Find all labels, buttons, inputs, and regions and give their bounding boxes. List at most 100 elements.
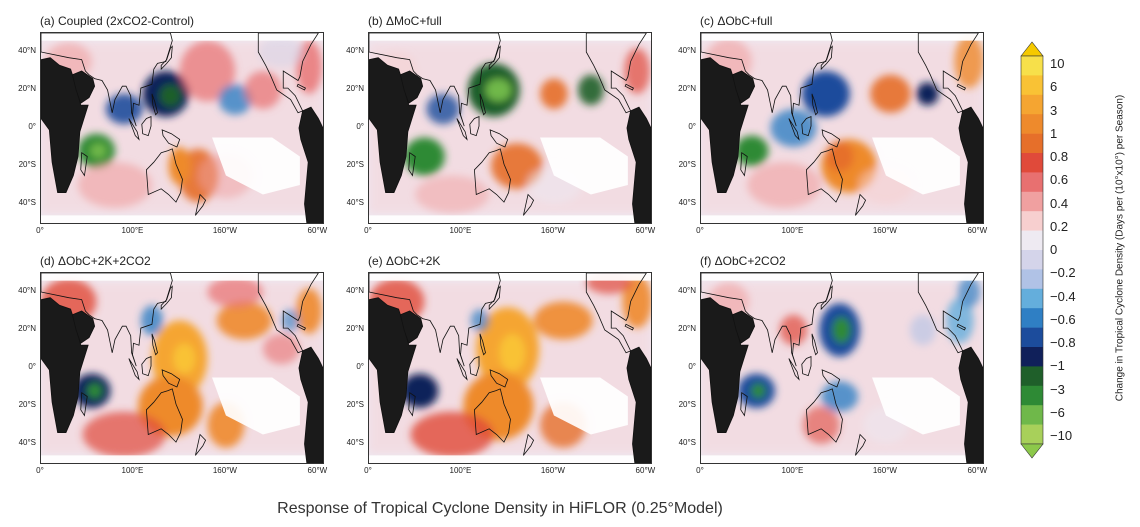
anomaly-blobs: [708, 276, 981, 444]
land-nz: [195, 193, 207, 216]
land-japan: [488, 45, 501, 71]
lat-tick-label: 20°N: [18, 324, 36, 333]
land-nz: [523, 433, 535, 456]
anomaly-blob: [624, 48, 651, 94]
lon-tick-label: 100°E: [781, 466, 804, 475]
anomaly-blob: [262, 333, 300, 365]
colorbar-swatch: [1021, 288, 1043, 309]
lat-tick-label: 40°N: [678, 46, 696, 55]
no-data-region: [701, 215, 983, 223]
lat-tick-label: 0°: [688, 362, 696, 371]
panel-title: (a) Coupled (2xCO2-Control): [40, 14, 195, 28]
colorbar-swatch: [1021, 405, 1043, 425]
lon-tick-label: 100°E: [449, 226, 472, 235]
land-philippines: [811, 93, 818, 116]
no-data-region: [41, 215, 323, 223]
anomaly-blob: [296, 288, 323, 334]
colorbar-swatch: [1021, 250, 1043, 270]
anomaly-map: [41, 273, 323, 463]
no-data-region: [701, 455, 983, 463]
lon-tick-label: 160°W: [540, 226, 565, 235]
lat-tick-label: 40°S: [18, 198, 36, 207]
colorbar-tick-label: −0.6: [1050, 311, 1076, 327]
colorbar-swatch: [1021, 230, 1043, 251]
colorbar-tick-label: 0.2: [1050, 218, 1069, 234]
land-cuba: [296, 323, 306, 331]
lat-tick-label: 40°N: [678, 286, 696, 295]
colorbar-swatch: [1021, 424, 1043, 445]
colorbar-tick-label: 0: [1050, 242, 1058, 257]
lat-tick-label: 20°N: [678, 84, 696, 93]
anomaly-blob: [958, 276, 981, 308]
land-namerica: [585, 33, 647, 114]
anomaly-map: [369, 273, 651, 463]
land-samerica: [958, 346, 983, 463]
lat-tick-label: 20°N: [346, 84, 364, 93]
panel-title: (b) ΔMoC+full: [368, 14, 442, 28]
land-namerica: [917, 273, 979, 354]
land-philippines: [479, 93, 486, 116]
colorbar-swatch: [1021, 308, 1043, 328]
colorbar-swatch: [1021, 172, 1043, 193]
map-area: [700, 272, 984, 464]
lon-tick-label: 60°W: [307, 466, 328, 475]
colorbar-tick-label: 0.8: [1050, 149, 1069, 164]
anomaly-blob: [207, 276, 263, 308]
lon-tick-label: 160°W: [872, 226, 897, 235]
lat-tick-label: 20°S: [18, 160, 36, 169]
colorbar-swatch: [1021, 366, 1043, 387]
lat-tick-label: 40°S: [678, 438, 696, 447]
anomaly-blob: [735, 135, 769, 166]
lon-tick-label: 60°W: [635, 466, 656, 475]
land-philippines: [811, 333, 818, 356]
anomaly-blob: [747, 162, 822, 208]
land-arabia: [399, 70, 424, 104]
land-eurasia: [369, 273, 501, 367]
no-data-region: [369, 33, 651, 41]
colorbar-tick-label: 3: [1050, 102, 1058, 118]
colorbar-tick-label: 1: [1050, 125, 1058, 141]
land-nz: [855, 193, 867, 216]
land-australia: [473, 388, 511, 443]
lat-tick-label: 0°: [28, 362, 36, 371]
colorbar-tick-label: 0.4: [1050, 195, 1069, 211]
anomaly-blob: [244, 71, 282, 109]
anomaly-map: [41, 33, 323, 223]
no-data-region: [41, 33, 323, 41]
land-namerica: [257, 273, 319, 354]
no-data-region: [540, 377, 628, 435]
land-borneo: [141, 356, 152, 377]
lon-tick-label: 0°: [364, 466, 372, 475]
map-area: [40, 32, 324, 224]
land-australia: [473, 148, 511, 203]
lon-tick-label: 160°W: [540, 466, 565, 475]
anomaly-blob: [216, 301, 273, 340]
map-panel: (d) ΔObC+2K+2CO2 40°N 20°N 0° 20°S 40°S 0° 100°…: [18, 254, 362, 492]
no-data-region: [212, 377, 300, 435]
no-data-region: [41, 273, 323, 281]
colorbar-swatch: [1021, 153, 1043, 173]
anomaly-blob: [90, 143, 107, 159]
anomaly-map: [701, 33, 983, 223]
lat-tick-label: 40°S: [678, 198, 696, 207]
land-madagascar: [408, 391, 416, 417]
no-data-region: [540, 137, 628, 195]
map-area: [40, 272, 324, 464]
colorbar-tick-label: −0.2: [1050, 265, 1076, 281]
lat-tick-label: 0°: [688, 122, 696, 131]
lon-tick-label: 160°W: [872, 466, 897, 475]
land-cuba: [624, 323, 634, 331]
land-newguinea: [489, 369, 509, 388]
anomaly-blob: [415, 175, 490, 214]
land-sumatra: [456, 358, 468, 381]
land-nz: [523, 193, 535, 216]
land-sumatra: [456, 118, 468, 141]
colorbar-swatch: [1021, 269, 1043, 290]
anomaly-blob: [540, 78, 568, 109]
anomaly-blobs: [369, 273, 651, 458]
lat-tick-label: 40°N: [346, 286, 364, 295]
land-arabia: [731, 310, 756, 344]
map-area: [368, 32, 652, 224]
anomaly-blob: [533, 301, 593, 340]
land-borneo: [469, 356, 480, 377]
